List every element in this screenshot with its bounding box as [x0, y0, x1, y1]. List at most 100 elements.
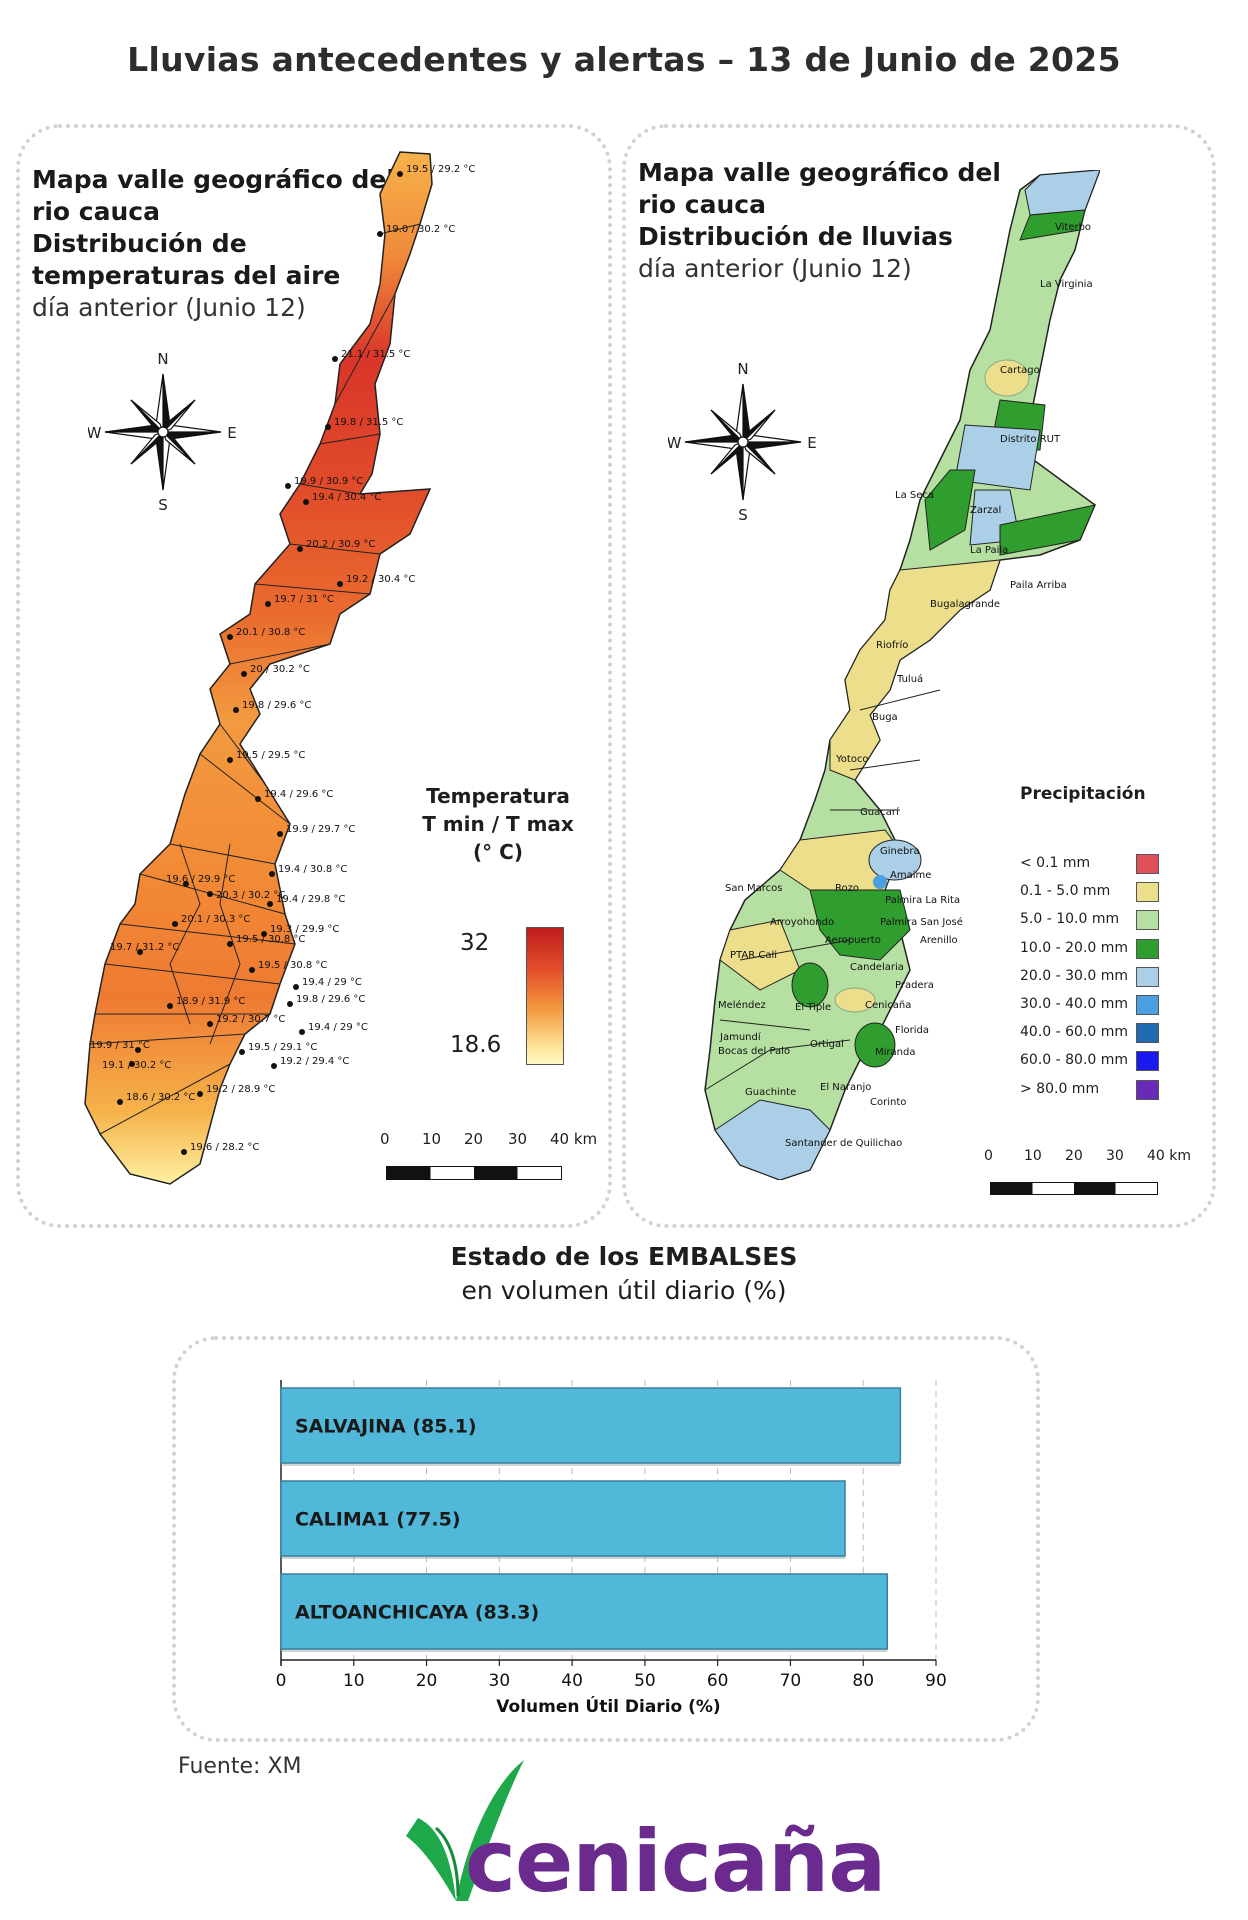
place-label: Santander de Quilichao	[785, 1138, 902, 1149]
place-label: El Naranjo	[820, 1082, 871, 1093]
scale-label: 20	[1065, 1148, 1083, 1164]
temp-scale-bar	[386, 1166, 562, 1180]
precipitation-legend-label: 30.0 - 40.0 mm	[1020, 996, 1129, 1012]
place-label: Zarzal	[970, 505, 1001, 516]
place-label: Arroyohondo	[770, 917, 834, 928]
place-label: Ortigal	[810, 1039, 844, 1050]
rain-heading-line2: rio cauca	[638, 190, 766, 219]
precipitation-legend-swatch	[1136, 966, 1159, 987]
station-label: 18.6 / 30.2 °C	[126, 1092, 195, 1103]
rain-map-heading: Mapa valle geográfico del rio cauca Dist…	[638, 157, 1018, 285]
place-label: PTAR Cali	[730, 950, 777, 961]
temp-legend-max: 32	[460, 930, 490, 956]
place-label: Bugalagrande	[930, 599, 1000, 610]
precipitation-legend-label: 10.0 - 20.0 mm	[1020, 939, 1129, 956]
scale-label: 40 km	[550, 1130, 598, 1148]
scale-label: 10	[422, 1130, 442, 1148]
station-label: 19.5 / 29.2 °C	[406, 164, 475, 175]
x-tick-label: 40	[561, 1671, 583, 1691]
station-label: 19.2 / 30.7 °C	[216, 1014, 285, 1025]
rain-scale-bar	[990, 1182, 1158, 1195]
station-label: 19.5 / 30.8 °C	[258, 960, 327, 971]
scale-label: 30	[1106, 1148, 1124, 1164]
station-label: 19.9 / 31 °C	[90, 1040, 150, 1051]
place-label: Paila Arriba	[1010, 580, 1067, 591]
temp-heading-line4: temperaturas del aire	[32, 261, 341, 290]
temp-heading-line3: Distribución de	[32, 229, 247, 258]
place-label: Bocas del Palo	[718, 1046, 790, 1057]
place-label: Riofrío	[876, 639, 908, 651]
station-label: 19.0 / 30.2 °C	[386, 224, 455, 235]
reservoir-bar-chart: 0 10 20 30 40 50 60 70 80 90 Volumen Útil Diario (…	[276, 1380, 947, 1717]
station-label: 19.5 / 29.5 °C	[236, 750, 305, 761]
station-label: 19.2 / 30.4 °C	[346, 574, 415, 585]
cenicana-logo-text: cenicaña	[465, 1812, 886, 1912]
rain-heading-line3: Distribución de lluvias	[638, 222, 953, 251]
station-label: 19.8 / 29.6 °C	[242, 700, 311, 711]
place-label: Meléndez	[718, 999, 766, 1011]
station-label: 19.4 / 29.6 °C	[264, 789, 333, 800]
place-label: Pradera	[895, 980, 934, 991]
temp-scale-labels: 0 10 20 30 40 km	[380, 1130, 610, 1150]
reservoirs-panel	[172, 1336, 1040, 1742]
rain-heading-line1: Mapa valle geográfico del	[638, 158, 1001, 187]
temperature-map-shape	[84, 151, 433, 1185]
station-label: 19.6 / 29.9 °C	[166, 874, 235, 885]
precipitation-legend-swatch	[1136, 910, 1159, 931]
x-tick-label: 30	[489, 1671, 511, 1691]
bar	[280, 1573, 888, 1650]
temperature-legend-title: Temperatura T min / T max (° C)	[408, 782, 588, 866]
compass-s: S	[158, 496, 168, 512]
compass-n: N	[157, 352, 168, 368]
place-label: Aeropuerto	[825, 935, 881, 946]
bar	[280, 1387, 902, 1464]
compass-rose-icon: N S E W	[668, 362, 817, 522]
compass-w: W	[668, 434, 682, 452]
temperature-map: 19.5 / 29.2 °C 19.0 / 30.2 °C 21.1 / 31.…	[84, 151, 475, 1185]
reservoirs-title: Estado de los EMBALSES	[450, 1242, 798, 1271]
station-label: 19.9 / 30.9 °C	[294, 476, 363, 487]
place-label: Viterbo	[1055, 222, 1091, 233]
source-note: Fuente: XM	[178, 1754, 302, 1779]
station-label: 19.2 / 29.4 °C	[280, 1056, 349, 1067]
station-label: 19.4 / 30.4 °C	[312, 492, 381, 503]
station-label: 19.6 / 28.2 °C	[190, 1142, 259, 1153]
compass-w: W	[88, 424, 102, 442]
compass-n: N	[737, 362, 748, 378]
scale-label: 0	[380, 1130, 390, 1148]
precipitation-legend-swatch	[1136, 1079, 1159, 1100]
precipitation-legend-label: < 0.1 mm	[1020, 855, 1091, 871]
place-label: Ginebra	[880, 846, 920, 857]
rain-scale-labels: 0 10 20 30 40 km	[984, 1148, 1214, 1168]
place-label: Jamundí	[719, 1031, 762, 1043]
temperature-stations: 19.5 / 29.2 °C 19.0 / 30.2 °C 21.1 / 31.…	[90, 164, 475, 1155]
station-label: 20 / 30.2 °C	[250, 664, 310, 675]
place-label: Candelaria	[850, 962, 904, 973]
place-label: El Tiple	[795, 1002, 831, 1013]
station-label: 18.9 / 31.9 °C	[176, 996, 245, 1007]
x-axis-label: Volumen Útil Diario (%)	[496, 1695, 720, 1717]
x-tick-label: 70	[780, 1671, 802, 1691]
place-label: Palmira San José	[880, 916, 963, 928]
station-label: 19.5 / 29.1 °C	[248, 1042, 317, 1053]
x-tick-label: 60	[707, 1671, 729, 1691]
compass-e: E	[807, 434, 816, 452]
compass-e: E	[227, 424, 236, 442]
precipitation-legend-swatch	[1136, 882, 1159, 903]
page-title: Lluvias antecedentes y alertas – 13 de J…	[127, 40, 1121, 79]
station-label: 19.4 / 30.8 °C	[278, 864, 347, 875]
place-label: Cartago	[1000, 365, 1040, 376]
station-label: 19.7 / 31.2 °C	[110, 942, 179, 953]
bar-label: ALTOANCHICAYA (83.3)	[295, 1602, 539, 1624]
x-tick-label: 80	[852, 1671, 874, 1691]
bar-label: SALVAJINA (85.1)	[295, 1416, 477, 1438]
scale-label: 30	[508, 1130, 528, 1148]
place-label: Arenillo	[920, 935, 958, 946]
temp-legend-line3: (° C)	[473, 840, 523, 864]
place-label: Corinto	[870, 1097, 906, 1108]
place-label: La Seca	[895, 490, 934, 501]
precipitation-legend-swatch	[1136, 938, 1159, 959]
rain-panel	[622, 124, 1216, 1228]
place-label: Tuluá	[896, 673, 923, 685]
station-label: 19.1 / 30.2 °C	[102, 1060, 171, 1071]
